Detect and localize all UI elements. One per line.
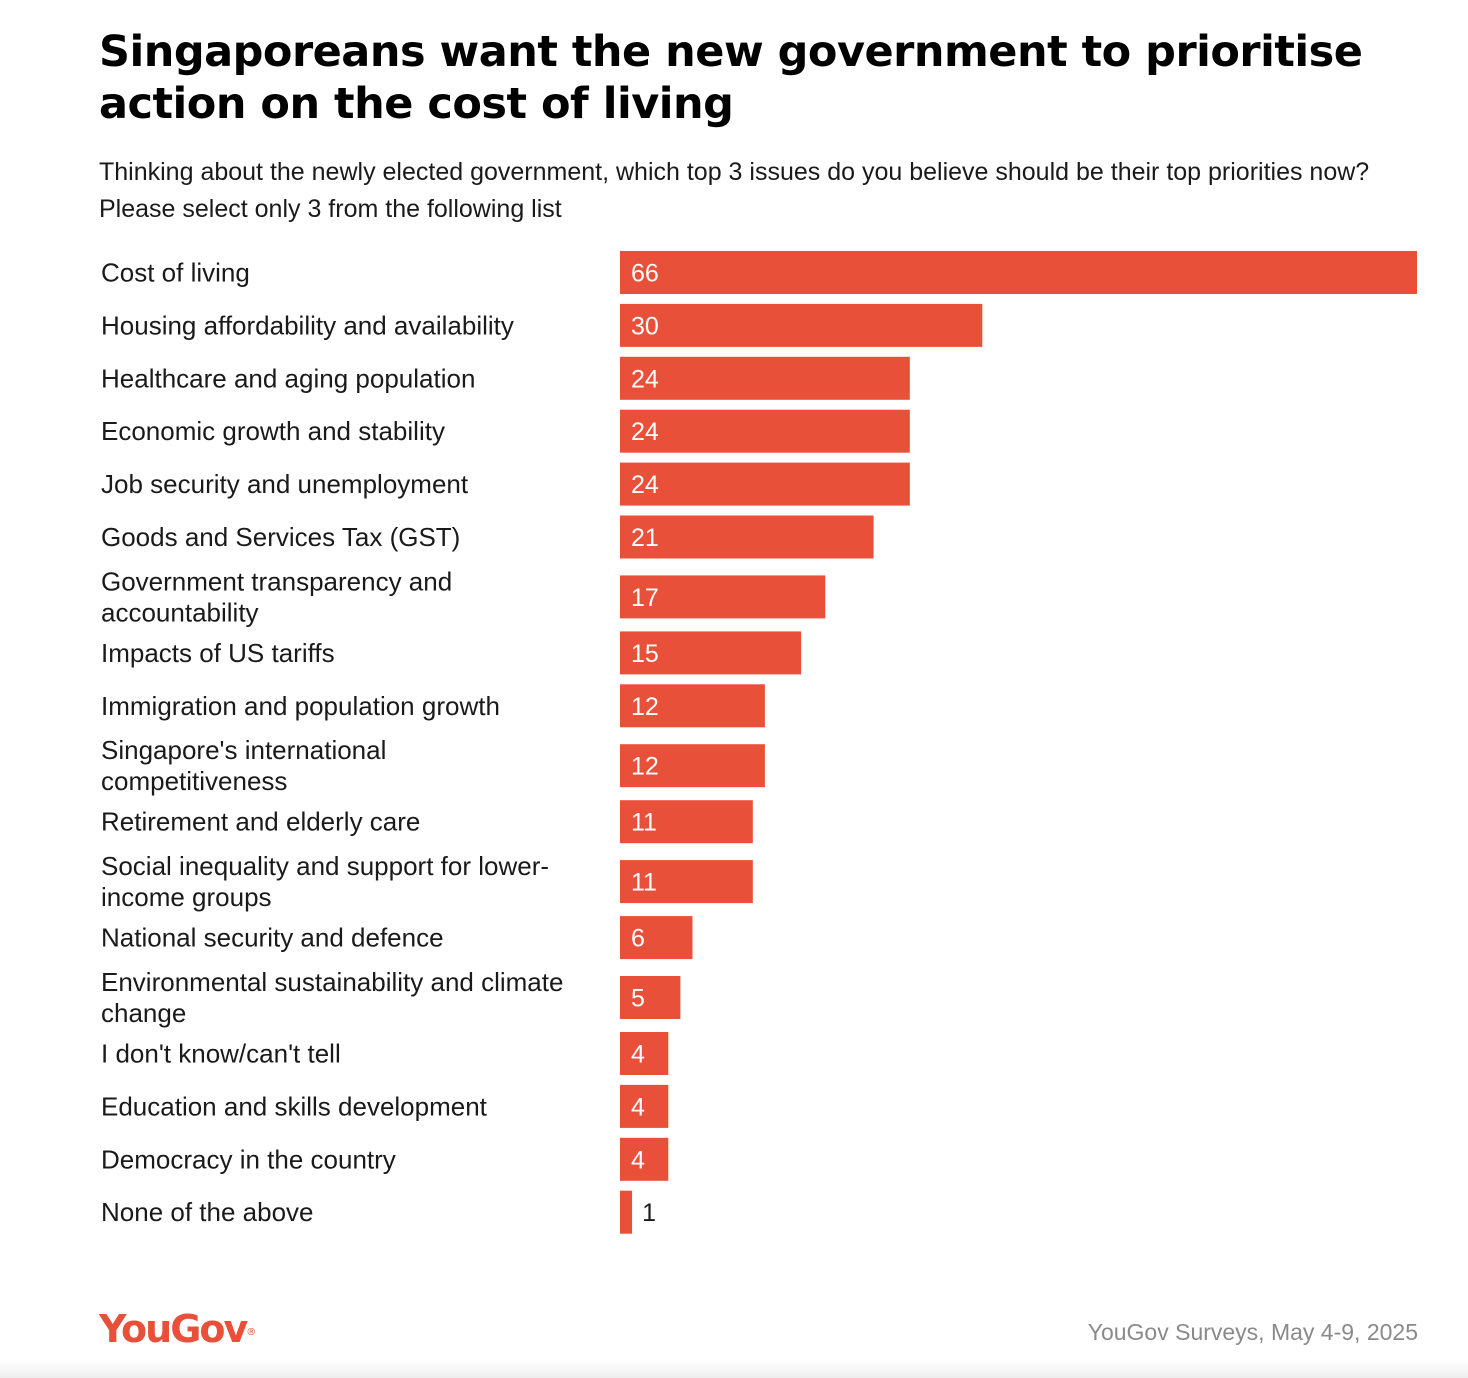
category-label: Housing affordability and availability (101, 310, 514, 340)
bar-value-label: 4 (631, 1041, 645, 1069)
category-label: Singapore's international (101, 735, 386, 765)
bar-value-label: 15 (631, 640, 659, 668)
category-label: Job security and unemployment (101, 469, 469, 499)
category-label: Goods and Services Tax (GST) (101, 522, 460, 552)
bar-value-label: 4 (631, 1146, 645, 1174)
category-label: Economic growth and stability (101, 416, 445, 446)
bar (620, 575, 826, 619)
bar (620, 860, 753, 904)
category-label: Healthcare and aging population (101, 363, 475, 393)
category-label: Government transparency and (101, 566, 452, 596)
category-label: Immigration and population growth (101, 691, 500, 721)
bar (620, 631, 802, 675)
bar-value-label: 24 (631, 471, 659, 499)
category-label: Impacts of US tariffs (101, 638, 335, 668)
bar-row: None of the above 1 (101, 1190, 656, 1234)
bar (620, 303, 983, 347)
bar (620, 462, 910, 506)
category-label: National security and defence (101, 923, 444, 953)
category-label: income groups (101, 882, 272, 912)
source-note: YouGov Surveys, May 4-9, 2025 (1087, 1319, 1418, 1345)
category-label: competitiveness (101, 766, 287, 796)
bar-value-label: 12 (631, 753, 659, 781)
bar-value-label: 24 (631, 365, 659, 393)
bar-row: National security and defence 6 (101, 916, 693, 960)
bar-value-label: 1 (642, 1199, 656, 1227)
bar-row: I don't know/can't tell 4 (101, 1032, 669, 1075)
category-label: Retirement and elderly care (101, 807, 420, 837)
category-label: Cost of living (101, 258, 250, 288)
bar-row: Education and skills development 4 (101, 1084, 669, 1128)
bar (620, 684, 765, 728)
logo-text: YouGov (99, 1307, 248, 1351)
bar-value-label: 30 (631, 312, 659, 340)
bar-value-label: 66 (631, 260, 659, 288)
bar-row: Social inequality and support for lower-… (101, 851, 753, 912)
yougov-logo: YouGov® (99, 1306, 256, 1352)
bar-row: Housing affordability and availability 30 (101, 303, 983, 347)
bar (620, 800, 753, 844)
bar-row: Impacts of US tariffs 15 (101, 631, 802, 675)
category-label: change (101, 998, 186, 1028)
category-label: None of the above (101, 1197, 314, 1227)
bar (620, 976, 681, 1019)
bar (620, 1084, 669, 1128)
bar-row: Goods and Services Tax (GST) 21 (101, 515, 874, 559)
category-label: Democracy in the country (101, 1144, 396, 1174)
bar-row: Government transparency andaccountabilit… (101, 566, 826, 627)
bar (620, 1190, 633, 1234)
bar-value-label: 17 (631, 584, 659, 612)
registered-mark: ® (246, 1327, 257, 1338)
bar-row: Singapore's internationalcompetitiveness… (101, 735, 765, 796)
bar-row: Democracy in the country 4 (101, 1137, 669, 1181)
chart-subtitle: Thinking about the newly elected governm… (99, 158, 1370, 223)
bar (620, 1137, 669, 1181)
bar (620, 356, 910, 400)
category-label: I don't know/can't tell (101, 1039, 341, 1069)
category-label: Environmental sustainability and climate (101, 967, 563, 997)
bar-row: Retirement and elderly care 11 (101, 800, 753, 844)
bar (620, 744, 765, 788)
bar-row: Healthcare and aging population 24 (101, 356, 910, 400)
bar-row: Environmental sustainability and climate… (101, 967, 681, 1028)
chart-title: Singaporeans want the new government to … (99, 27, 1363, 129)
bar-row: Economic growth and stability 24 (101, 409, 910, 453)
category-label: accountability (101, 597, 259, 627)
bar-value-label: 24 (631, 418, 659, 446)
bar (620, 1032, 669, 1075)
bar-row: Cost of living 66 (101, 251, 1417, 294)
bottom-fade (0, 1360, 1468, 1378)
bar (620, 515, 874, 559)
category-label: Education and skills development (101, 1091, 488, 1121)
category-label: Social inequality and support for lower- (101, 851, 549, 881)
bar-value-label: 4 (631, 1093, 645, 1121)
bar-value-label: 6 (631, 925, 645, 953)
bar-row: Job security and unemployment 24 (101, 462, 910, 506)
bar-value-label: 21 (631, 524, 659, 552)
bar (620, 916, 693, 960)
bar-row: Immigration and population growth 12 (101, 684, 765, 728)
bar (620, 409, 910, 453)
bar (620, 251, 1417, 294)
bar-value-label: 5 (631, 985, 645, 1013)
bar-value-label: 11 (631, 869, 657, 897)
bar-value-label: 12 (631, 693, 659, 721)
bar-value-label: 11 (631, 809, 657, 837)
